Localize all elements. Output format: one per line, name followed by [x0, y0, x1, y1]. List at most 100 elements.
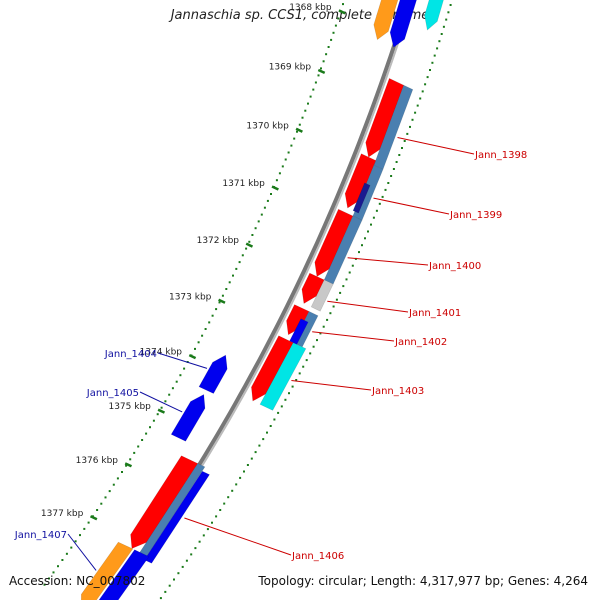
gene-label-callout: [347, 257, 429, 266]
inner-ring-dot: [266, 199, 269, 202]
outer-ring-dot: [361, 244, 363, 247]
gene-bar-navy-1399[interactable]: [352, 182, 371, 214]
gene-arrow-jann-1399[interactable]: [344, 153, 377, 209]
inner-ring-dot: [298, 123, 301, 126]
inner-ring-dot: [183, 367, 186, 370]
inner-ring-dot: [317, 74, 320, 77]
gene-arrow-jann-1401[interactable]: [301, 272, 325, 304]
outer-ring-dot: [288, 392, 290, 395]
outer-ring-dot: [266, 431, 268, 434]
kbp-tick-mark: [317, 68, 326, 75]
outer-ring-dot: [447, 11, 450, 14]
gene-label[interactable]: Jann_1403: [371, 386, 424, 397]
gene-arrow-jann-1405[interactable]: [170, 394, 206, 442]
gene-label-callout: [184, 517, 292, 556]
gene-arrow-jann-1403[interactable]: [251, 335, 294, 402]
inner-ring-dot: [152, 419, 155, 422]
inner-ring-dot: [232, 274, 234, 277]
inner-ring-dot: [168, 393, 171, 396]
inner-ring-dot: [221, 294, 224, 297]
inner-ring-dot: [284, 158, 287, 161]
inner-ring-dot: [43, 583, 46, 586]
gene-bar-cyan-1403[interactable]: [259, 342, 307, 411]
gene-bar-gray-1401[interactable]: [310, 279, 334, 312]
outer-ring-dot: [164, 590, 167, 593]
gene-arrow-jann-1400[interactable]: [314, 208, 354, 277]
outer-ring-dot: [406, 132, 409, 135]
outer-ring-dot: [168, 584, 171, 587]
outer-ring-dot: [177, 572, 180, 575]
kbp-tick-label: 1373 kbp: [169, 292, 212, 302]
outer-ring-dot: [332, 305, 335, 308]
inner-ring-dot: [208, 321, 211, 324]
gene-label-callout: [157, 352, 208, 369]
inner-ring-dot: [83, 527, 86, 530]
inner-ring-dot: [309, 95, 312, 98]
gene-label[interactable]: Jann_1404: [104, 349, 157, 360]
gene-label-callout: [67, 533, 97, 571]
inner-ring-dot: [156, 413, 159, 416]
gene-label[interactable]: Jann_1398: [474, 150, 527, 161]
outer-ring-dot: [335, 298, 338, 301]
inner-ring-dot: [290, 144, 293, 147]
inner-ring-dot: [129, 458, 132, 461]
inner-ring-dot: [248, 240, 251, 243]
outer-ring-dot: [190, 553, 193, 556]
outer-ring-dot: [419, 97, 422, 100]
gene-arrow-cyan-top[interactable]: [424, 0, 460, 31]
inner-ring-dot: [104, 496, 107, 499]
inner-ring-dot: [194, 347, 196, 350]
inner-ring-dot: [293, 137, 296, 140]
outer-ring-dot: [322, 325, 325, 328]
inner-ring-dot: [307, 102, 309, 105]
outer-ring-dot: [185, 559, 188, 562]
outer-ring-dot: [390, 175, 393, 177]
inner-ring-dot: [211, 314, 214, 317]
outer-ring-dot: [438, 40, 441, 43]
inner-ring-dot: [322, 60, 325, 63]
gene-label[interactable]: Jann_1405: [86, 388, 139, 399]
outer-ring-dot: [312, 345, 315, 348]
outer-ring-dot: [305, 359, 308, 362]
inner-ring-dot: [281, 165, 284, 168]
genome-summary-text: Topology: circular; Length: 4,317,977 bp…: [258, 574, 588, 588]
gene-arrow-jann-1406[interactable]: [130, 455, 199, 549]
gene-label[interactable]: Jann_1401: [408, 308, 461, 319]
gene-arrow-blue[interactable]: [389, 0, 428, 48]
gene-arrow-jann-1398[interactable]: [365, 77, 405, 158]
gene-arrow-orange-bottom[interactable]: [80, 541, 134, 600]
inner-ring-dot: [116, 477, 119, 480]
outer-ring-dot: [403, 140, 406, 142]
outer-ring-dot: [378, 202, 381, 205]
inner-ring-dot: [100, 502, 103, 505]
gene-label[interactable]: Jann_1407: [14, 530, 67, 541]
outer-ring-dot: [231, 489, 234, 492]
outer-ring-dot: [194, 547, 197, 550]
gene-arrow-jann-1404[interactable]: [198, 354, 228, 394]
inner-ring-dot: [225, 288, 228, 290]
inner-ring-dot: [296, 130, 298, 133]
inner-ring-dot: [48, 577, 50, 580]
outer-ring-dot: [440, 33, 443, 35]
kbp-tick-mark: [271, 185, 279, 191]
inner-ring-dot: [61, 559, 64, 561]
gene-label[interactable]: Jann_1406: [291, 551, 344, 562]
gene-label[interactable]: Jann_1400: [428, 261, 481, 272]
outer-ring-dot: [273, 418, 276, 421]
inner-ring-dot: [238, 261, 241, 264]
gene-label-callout: [373, 197, 450, 215]
gene-label[interactable]: Jann_1399: [449, 210, 502, 221]
outer-ring-dot: [436, 47, 439, 50]
gene-label[interactable]: Jann_1402: [394, 337, 447, 348]
gene-bar-blue-1406[interactable]: [143, 470, 210, 564]
inner-ring-dot: [179, 374, 182, 377]
outer-ring-dot: [302, 365, 305, 368]
outer-ring-dot: [370, 223, 372, 226]
outer-ring-dot: [159, 597, 162, 600]
inner-ring-dot: [87, 521, 90, 524]
gene-arrow-orange[interactable]: [373, 0, 412, 41]
gene-arrow-blue-bottom[interactable]: [98, 549, 150, 600]
kbp-tick-label: 1369 kbp: [269, 63, 312, 73]
outer-ring-dot: [398, 154, 401, 156]
gene-label-callout: [312, 331, 395, 342]
